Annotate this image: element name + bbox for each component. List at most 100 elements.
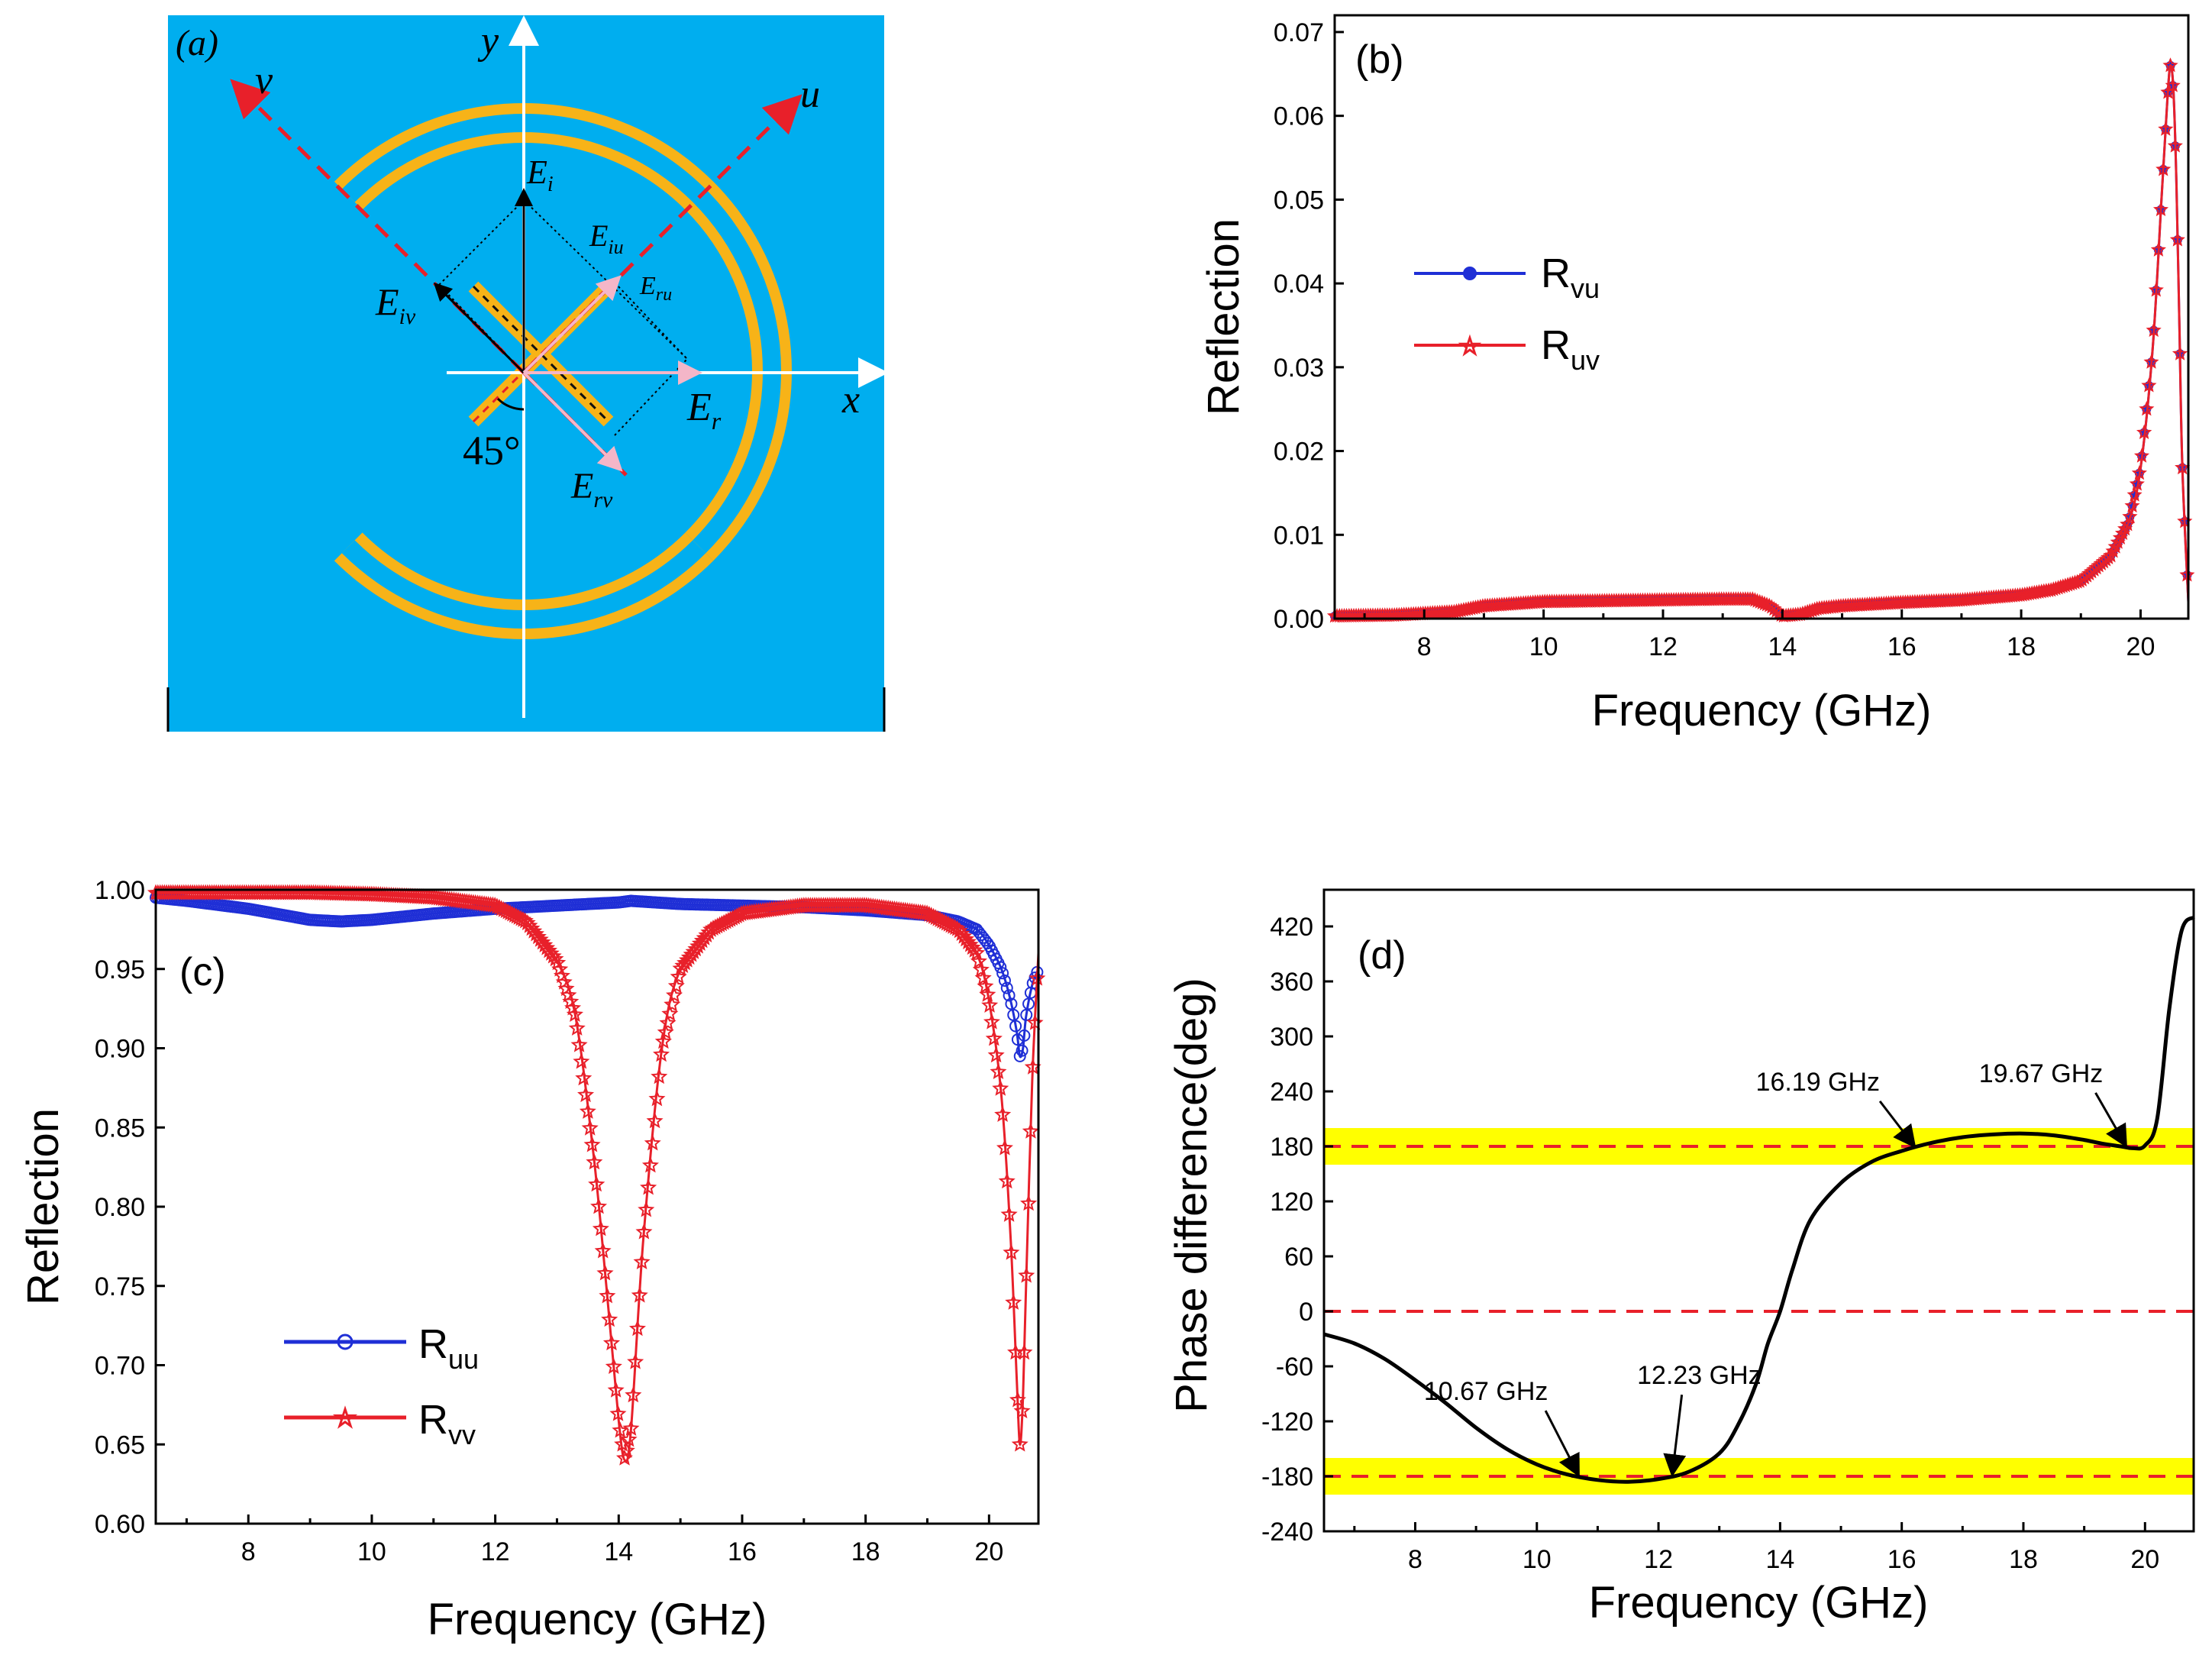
marker-star <box>2105 543 2121 558</box>
angle-label: 45° <box>463 428 521 474</box>
marker-circle <box>1000 981 1013 994</box>
marker-star <box>627 1353 644 1369</box>
annotation-label: 16.19 GHz <box>1756 1068 1881 1097</box>
marker-star <box>667 977 685 994</box>
marker-circle <box>996 967 1009 980</box>
marker-star <box>2122 509 2138 524</box>
legend-label-Ruu: Ruu <box>418 1321 479 1375</box>
series-markers-Ruu <box>150 891 1044 1062</box>
marker-star <box>968 944 986 961</box>
marker-star <box>641 1156 659 1173</box>
panel-c-frame <box>154 888 1040 1525</box>
panel-d-frame <box>1322 888 2195 1533</box>
marker-star <box>588 1175 605 1192</box>
x-tick-label: 8 <box>241 1537 256 1566</box>
marker-star <box>612 1421 629 1438</box>
marker-star <box>1026 1013 1044 1030</box>
y-tick-label: 0.02 <box>1274 438 1324 467</box>
y-tick-label: 0.90 <box>95 1035 145 1064</box>
legend-marker-Rvv: ☆ <box>334 1403 357 1434</box>
x-axis-label: x <box>841 378 860 422</box>
marker-star <box>622 1419 640 1436</box>
y-tick-label: 420 <box>1270 913 1313 942</box>
marker-star <box>590 1198 608 1214</box>
y-axis-label: y <box>477 19 499 63</box>
marker-star <box>2175 459 2191 475</box>
marker-star <box>2172 345 2188 360</box>
marker-star <box>648 1090 666 1107</box>
x-tick-label: 16 <box>1887 632 1917 661</box>
Eru-label: Eru <box>639 272 672 305</box>
marker-star <box>966 941 983 958</box>
x-tick-label: 8 <box>1408 1545 1422 1574</box>
Eiv-label: Eiv <box>375 280 416 329</box>
x-tick-label: 14 <box>1768 632 1797 661</box>
marker-star <box>609 1405 627 1421</box>
Erv-label: Erv <box>570 466 613 512</box>
y-tick-label: 0 <box>1299 1298 1313 1327</box>
marker-star <box>654 1033 672 1049</box>
marker-star <box>2120 516 2136 532</box>
marker-star <box>651 1068 668 1085</box>
marker-star <box>2150 241 2166 257</box>
marker-star <box>2114 525 2131 541</box>
v-axis-label: v <box>255 59 273 102</box>
x-tick-label: 10 <box>1529 632 1558 661</box>
marker-star <box>661 1004 679 1021</box>
marker-star <box>2155 161 2172 176</box>
marker-star <box>1000 1205 1018 1222</box>
legend-marker-Ruu <box>337 1333 354 1350</box>
panel-b: 8 10 12 14 16 18 20 0.00 0.01 0.02 0.03 0.04 0.05 0.0… <box>1199 14 2195 735</box>
marker-circle <box>1018 1029 1031 1042</box>
marker-star <box>2139 401 2155 416</box>
panel-c-label: (c) <box>179 950 226 994</box>
panel-d-ticks: 8 10 12 14 16 18 20 -240 -180 -120 -60 0 60 120 180 240… <box>1261 913 2159 1574</box>
marker-star <box>664 995 681 1012</box>
marker-star <box>646 1112 664 1129</box>
y-tick-label: 360 <box>1270 968 1313 997</box>
marker-star <box>599 1287 616 1304</box>
x-tick-label: 20 <box>974 1537 1003 1566</box>
marker-star <box>2129 476 2145 491</box>
Ei-label: Ei <box>526 154 554 196</box>
marker-circle <box>1009 1020 1022 1033</box>
marker-star <box>633 1253 651 1270</box>
panel-c-x-axis-title: Frequency (GHz) <box>428 1595 767 1644</box>
y-tick-label: 0.60 <box>95 1510 145 1539</box>
series-line-phase <box>1323 915 2195 1484</box>
marker-star <box>983 1013 1000 1030</box>
marker-star <box>2167 137 2183 153</box>
y-tick-label: 0.75 <box>95 1272 145 1301</box>
annotation-label: 10.67 GHz <box>1424 1377 1548 1406</box>
marker-star <box>979 985 996 1002</box>
marker-star <box>977 978 994 994</box>
marker-circle <box>1005 997 1018 1010</box>
marker-circle <box>994 961 1007 974</box>
marker-star <box>2162 57 2178 73</box>
marker-star <box>1022 1122 1040 1139</box>
marker-star <box>970 952 987 969</box>
x-tick-label: 18 <box>2009 1545 2038 1574</box>
y-tick-label: 300 <box>1270 1023 1313 1052</box>
x-tick-label: 8 <box>1417 632 1432 661</box>
tolerance-band <box>1324 1458 2194 1495</box>
legend-label-Ruv: Ruv <box>1541 322 1600 376</box>
marker-star <box>2160 84 2176 99</box>
marker-star <box>573 1052 590 1069</box>
marker-circle <box>1013 1049 1026 1062</box>
marker-star <box>586 1153 603 1170</box>
y-tick-label: 60 <box>1284 1243 1313 1272</box>
marker-star <box>996 1139 1013 1156</box>
marker-star <box>2112 529 2128 545</box>
marker-star <box>2148 282 2164 297</box>
panel-d: 10.67 GHz 12.23 GHz 16.19 GHz 19.67 GHz 8 10… <box>1167 888 2195 1628</box>
panel-a: (a) y x u v Ei Eiu Eiv Eru Er Erv 45° <box>166 15 889 732</box>
legend-label-Rvv: Rvv <box>418 1397 476 1450</box>
marker-star <box>566 1006 584 1023</box>
x-tick-label: 18 <box>851 1537 880 1566</box>
reflected-v-component <box>522 371 623 472</box>
marker-star <box>1005 1293 1022 1310</box>
marker-circle <box>1003 989 1016 1002</box>
reflected-u-component <box>522 275 622 374</box>
